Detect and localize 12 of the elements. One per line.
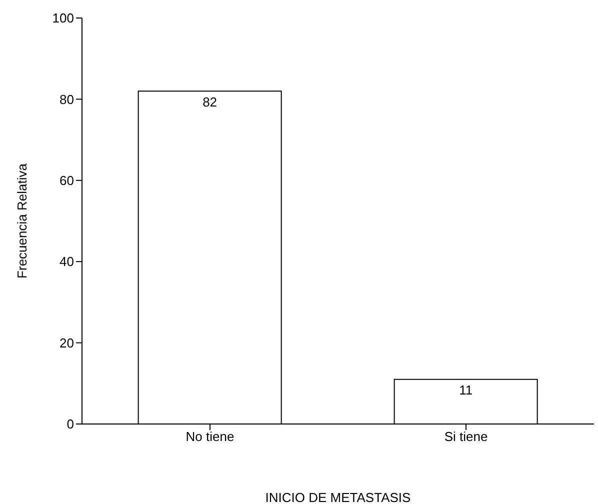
y-tick-label: 40 xyxy=(60,254,74,270)
x-tick-label: No tiene xyxy=(186,429,234,444)
y-axis-title: Frecuencia Relativa xyxy=(14,162,30,278)
x-tick-label: Si tiene xyxy=(444,429,488,444)
y-tick-label: 0 xyxy=(66,416,74,432)
y-tick-label: 20 xyxy=(60,335,74,350)
y-tick-label: 60 xyxy=(60,173,74,188)
data-label: 11 xyxy=(459,382,473,398)
y-tick-label: 80 xyxy=(60,92,74,107)
x-axis-title: INICIO DE METASTASIS xyxy=(265,490,412,504)
data-label: 82 xyxy=(202,94,218,110)
y-tick-label: 100 xyxy=(52,10,74,26)
